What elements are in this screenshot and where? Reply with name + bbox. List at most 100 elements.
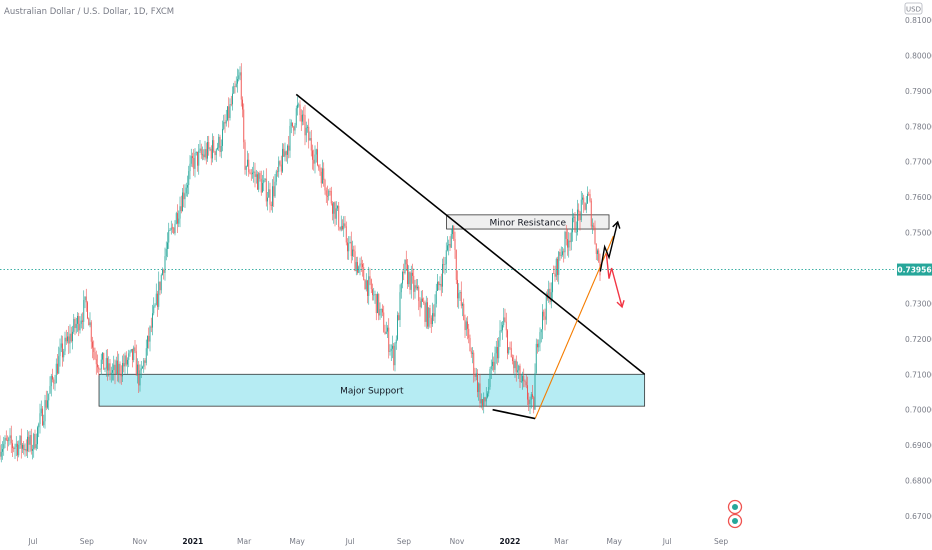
candle-body (180, 206, 182, 212)
ascending-trendline (534, 235, 614, 419)
candle-body (253, 171, 255, 173)
symbol-title[interactable]: Australian Dollar / U.S. Dollar, 1D, FXC… (4, 7, 174, 17)
candle-body (522, 375, 523, 382)
candle-body (494, 353, 496, 370)
candle-body (173, 227, 175, 234)
candle-body (505, 321, 507, 331)
currency-badge[interactable]: USD (906, 6, 921, 14)
currency-badge-box[interactable] (904, 2, 923, 15)
major-support-label: Major Support (340, 387, 404, 397)
candle-body (404, 259, 406, 274)
candle-body (434, 303, 436, 317)
candle-body (34, 433, 36, 449)
candle-body (160, 274, 162, 291)
candle-body (40, 408, 42, 414)
x-axis[interactable]: Jul Sep Nov 2021 Mar May Jul Sep Nov 2022 Mar May Ju… (27, 537, 728, 546)
candle-body (393, 345, 395, 366)
candle-body (422, 298, 423, 302)
candle-body (460, 291, 462, 306)
candle-body (242, 99, 243, 110)
candle-body (115, 360, 117, 374)
x-tick-label: Jul (345, 537, 355, 546)
candle-body (62, 343, 63, 358)
candle-body (177, 213, 178, 224)
candle-body (232, 93, 233, 105)
last-price-tag (897, 263, 932, 276)
candle-body (312, 150, 313, 160)
candle-body (570, 232, 572, 243)
candle-body (170, 227, 172, 230)
candle-body (563, 251, 565, 253)
candle-body (305, 127, 307, 136)
candle-body (423, 301, 425, 303)
candle-body (122, 363, 123, 377)
candle-body (428, 307, 430, 327)
candle-body (140, 368, 142, 371)
candle-body (459, 291, 461, 294)
candle-body (264, 178, 266, 181)
candle-body (433, 313, 435, 317)
x-tick-label: 2022 (500, 537, 521, 546)
candle-body (183, 192, 185, 200)
candle-body (132, 349, 133, 361)
candle-body (308, 126, 310, 141)
candle-body (430, 317, 432, 325)
candle-body (147, 335, 148, 349)
candle-body (530, 394, 532, 400)
candle-body (445, 250, 447, 265)
candle-body (25, 448, 27, 452)
candle-body (514, 360, 516, 369)
candle-body (159, 281, 161, 291)
candle-body (594, 227, 596, 244)
candle-body (125, 355, 127, 365)
candle-body (362, 264, 363, 268)
candle-body (27, 436, 28, 452)
candle-body (214, 151, 216, 156)
candle-body (337, 205, 338, 209)
candle-body (84, 296, 86, 301)
candle-body (8, 438, 10, 441)
candle-body (353, 249, 355, 252)
candle-body (403, 271, 405, 274)
candle-body (440, 283, 442, 287)
candle-body (344, 223, 346, 227)
candle-body (525, 381, 527, 386)
candle-body (299, 104, 301, 116)
candle-body (103, 352, 105, 370)
candle-body (495, 346, 497, 354)
candle-body (335, 208, 337, 219)
candle-body (585, 203, 587, 210)
candle-body (420, 298, 422, 308)
candle-body (424, 302, 426, 322)
candle-body (300, 115, 302, 122)
candle-body (24, 448, 26, 451)
candle-body (157, 293, 158, 307)
candle-body (560, 254, 562, 256)
candle-body (175, 213, 177, 224)
candle-body (304, 115, 306, 136)
candle-body (245, 166, 247, 170)
candle-body (283, 148, 285, 157)
candle-body (555, 258, 557, 277)
candle-body (83, 300, 85, 322)
candle-body (164, 256, 166, 273)
candle-body (13, 448, 15, 450)
candle-body (384, 331, 386, 334)
candle-body (338, 205, 340, 228)
candle-body (462, 303, 463, 306)
candle-body (559, 251, 561, 256)
candle-body (327, 195, 328, 197)
candle-body (412, 272, 413, 276)
candle-body (80, 320, 82, 324)
candle-body (88, 318, 90, 326)
candle-body (260, 178, 262, 193)
candle-body (352, 249, 353, 257)
candle-body (17, 443, 18, 456)
candle-body (524, 381, 526, 382)
